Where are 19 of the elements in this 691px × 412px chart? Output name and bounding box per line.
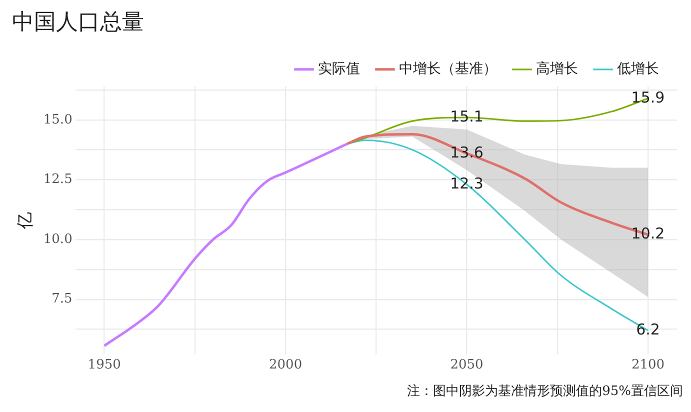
legend-label: 中增长（基准） <box>399 61 497 78</box>
legend-label: 高增长 <box>536 61 578 78</box>
data-label: 15.9 <box>631 88 665 106</box>
legend-label: 实际值 <box>318 61 360 78</box>
y-tick-label: 7.5 <box>52 292 72 307</box>
x-tick-label: 2000 <box>269 358 302 373</box>
data-label: 6.2 <box>636 320 660 338</box>
x-tick-label: 1950 <box>88 358 121 373</box>
y-tick-label: 12.5 <box>43 172 72 188</box>
x-tick-label: 2050 <box>450 358 484 373</box>
y-tick-label: 15.0 <box>43 112 72 128</box>
text: 注：图中阴影为基准情形预测值的95%置信区间 <box>406 383 683 400</box>
x-tick-label: 2100 <box>631 358 665 373</box>
y-axis-title: 亿 <box>16 212 36 230</box>
legend-label: 低增长 <box>617 61 659 78</box>
data-label: 10.2 <box>631 224 665 243</box>
line-series <box>103 142 348 348</box>
y-tick-label: 10.0 <box>43 232 72 247</box>
chart-title: 中国人口总量 <box>12 10 144 35</box>
